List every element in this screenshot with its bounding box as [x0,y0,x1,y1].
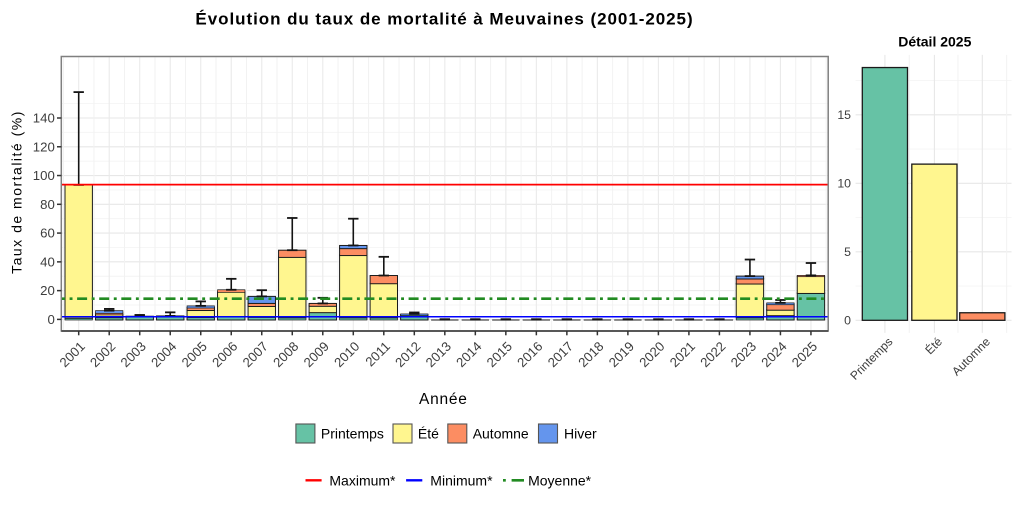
svg-text:20: 20 [40,283,55,298]
svg-text:Printemps: Printemps [321,425,384,441]
svg-text:Maximum*: Maximum* [329,472,396,488]
svg-text:Automne: Automne [473,425,529,441]
svg-text:Été: Été [418,425,439,441]
svg-text:80: 80 [40,197,55,212]
svg-text:Minimum*: Minimum* [430,472,493,488]
svg-text:100: 100 [33,168,55,183]
svg-text:Taux de mortalité (%): Taux de mortalité (%) [9,110,25,274]
svg-text:0: 0 [844,314,851,328]
svg-text:0: 0 [47,312,54,327]
svg-text:Moyenne*: Moyenne* [528,472,592,488]
svg-text:10: 10 [837,177,851,191]
svg-text:140: 140 [33,111,55,126]
svg-text:5: 5 [844,245,851,259]
svg-text:15: 15 [837,108,851,122]
svg-text:120: 120 [33,139,55,154]
svg-text:Évolution du taux de mortalité: Évolution du taux de mortalité à Meuvain… [195,10,693,29]
svg-text:Hiver: Hiver [564,425,597,441]
svg-text:Année: Année [419,391,468,408]
svg-text:Détail 2025: Détail 2025 [898,34,971,50]
svg-text:60: 60 [40,226,55,241]
svg-text:40: 40 [40,254,55,269]
